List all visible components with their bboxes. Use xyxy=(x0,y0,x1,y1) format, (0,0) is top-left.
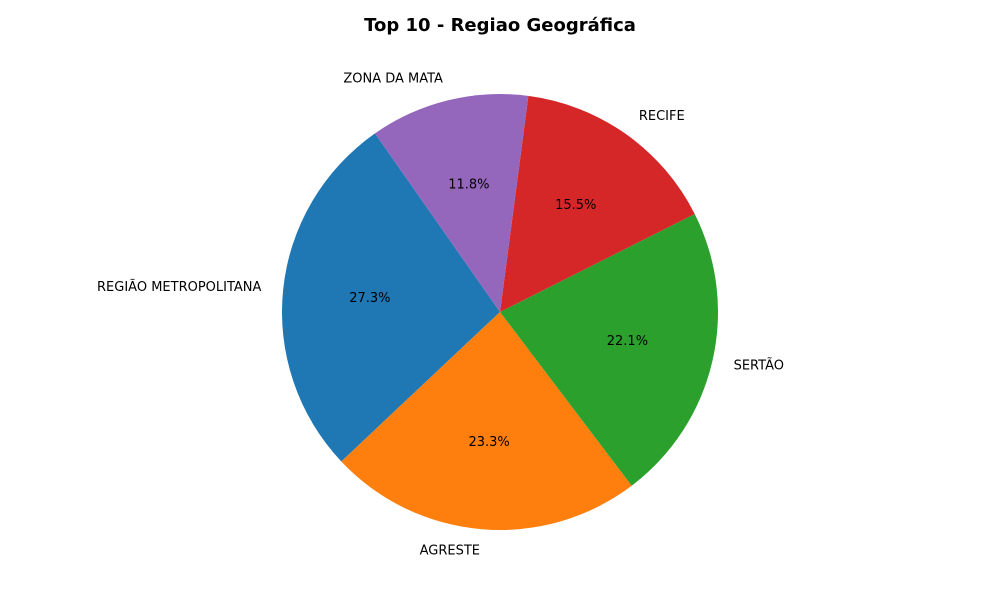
pie-slice-zona-da-mata xyxy=(374,94,529,313)
category-label-recife: RECIFE xyxy=(639,109,685,124)
pie-slice-agreste xyxy=(341,312,632,531)
pct-label-regiao-metropolitana: 27.3% xyxy=(349,291,390,306)
percentage-labels: 27.3% 23.3% 22.1% 15.5% 11.8% xyxy=(349,177,648,449)
pct-label-agreste: 23.3% xyxy=(468,435,509,450)
pie-slice-regiao-metropolitana xyxy=(281,133,500,462)
pct-label-sertao: 22.1% xyxy=(607,334,648,349)
pct-label-recife: 15.5% xyxy=(555,198,596,213)
pct-label-zona-da-mata: 11.8% xyxy=(448,177,489,192)
category-label-sertao: SERTÃO xyxy=(734,358,784,374)
category-label-regiao-metropolitana: REGIÃO METROPOLITANA xyxy=(97,279,262,295)
pie-slices xyxy=(281,94,719,531)
category-label-zona-da-mata: ZONA DA MATA xyxy=(343,72,443,87)
category-labels: REGIÃO METROPOLITANA AGRESTE SERTÃO RECIFE Z… xyxy=(97,72,784,559)
category-label-agreste: AGRESTE xyxy=(420,543,480,558)
pie-slice-sertao xyxy=(500,213,719,486)
chart-title: Top 10 - Regiao Geográfica xyxy=(364,15,636,36)
pie-slice-recife xyxy=(500,95,695,312)
